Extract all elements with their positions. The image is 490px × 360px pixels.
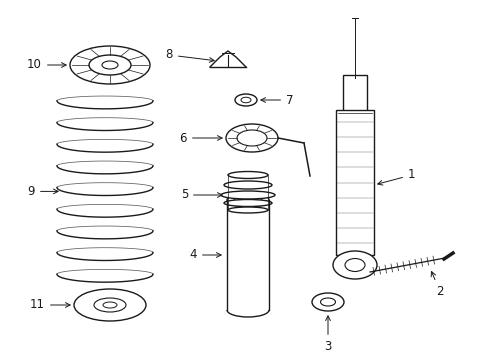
Text: 7: 7	[261, 94, 294, 107]
Ellipse shape	[320, 298, 336, 306]
Text: 11: 11	[30, 298, 70, 311]
Ellipse shape	[70, 46, 150, 84]
Ellipse shape	[224, 181, 272, 189]
Text: 1: 1	[378, 168, 416, 185]
Ellipse shape	[226, 124, 278, 152]
Text: 3: 3	[324, 316, 332, 353]
Ellipse shape	[94, 298, 126, 312]
Text: 10: 10	[27, 58, 66, 72]
Ellipse shape	[228, 207, 268, 213]
Text: 6: 6	[179, 131, 222, 144]
Ellipse shape	[102, 61, 118, 69]
Text: 4: 4	[190, 248, 221, 261]
Text: 9: 9	[27, 185, 58, 198]
Bar	[336, 110, 374, 255]
Ellipse shape	[227, 193, 269, 207]
Bar	[343, 75, 367, 113]
Ellipse shape	[333, 251, 377, 279]
Ellipse shape	[312, 293, 344, 311]
Text: 5: 5	[181, 189, 222, 202]
Ellipse shape	[237, 130, 267, 146]
Ellipse shape	[74, 289, 146, 321]
Ellipse shape	[221, 191, 275, 199]
Ellipse shape	[234, 195, 262, 204]
Ellipse shape	[235, 94, 257, 106]
Ellipse shape	[228, 171, 268, 179]
Text: 8: 8	[166, 49, 214, 62]
Ellipse shape	[89, 55, 131, 75]
Text: 2: 2	[431, 271, 444, 298]
Ellipse shape	[241, 97, 251, 103]
Ellipse shape	[345, 258, 365, 271]
Ellipse shape	[103, 302, 117, 308]
Ellipse shape	[224, 199, 272, 207]
